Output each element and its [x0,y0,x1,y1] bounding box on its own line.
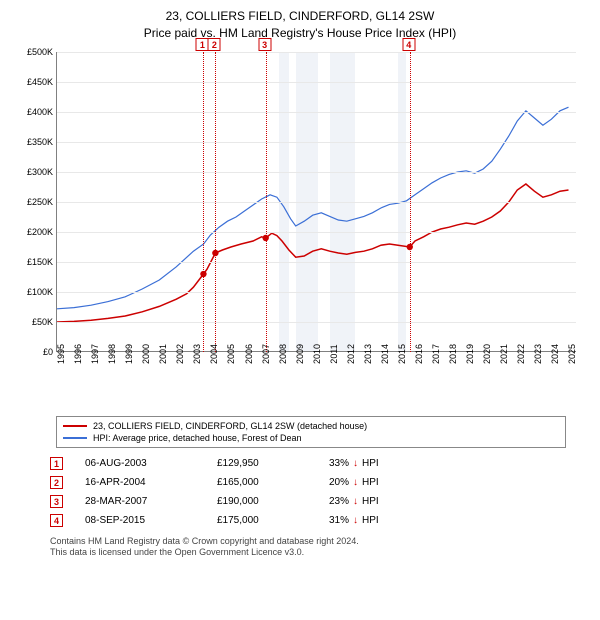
x-axis-label: 2011 [329,324,339,384]
y-axis-label: £350K [13,137,53,147]
x-axis-label: 2024 [550,324,560,384]
plot-area: £0£50K£100K£150K£200K£250K£300K£350K£400… [56,52,576,352]
x-axis-label: 2005 [226,324,236,384]
x-axis-label: 1999 [124,324,134,384]
sale-price: £165,000 [217,477,307,488]
x-axis-label: 2014 [380,324,390,384]
x-axis-label: 2023 [533,324,543,384]
sale-row: 4 08-SEP-2015 £175,000 31%↓HPI [50,511,588,530]
legend: 23, COLLIERS FIELD, CINDERFORD, GL14 2SW… [56,416,566,448]
footer-attribution: Contains HM Land Registry data © Crown c… [50,536,588,559]
x-axis-label: 2016 [414,324,424,384]
x-axis-label: 2000 [141,324,151,384]
x-axis-label: 2012 [346,324,356,384]
sale-price: £190,000 [217,496,307,507]
sale-delta: 31%↓HPI [329,515,379,526]
y-axis-label: £450K [13,77,53,87]
x-axis-label: 2003 [192,324,202,384]
legend-label: HPI: Average price, detached house, Fore… [93,433,301,443]
x-axis-label: 2008 [278,324,288,384]
y-axis-label: £200K [13,227,53,237]
y-axis-label: £500K [13,47,53,57]
legend-swatch [63,437,87,439]
x-axis-label: 2020 [482,324,492,384]
price-chart: £0 £50K £100K £150K £200K £250K £300K £350K £400… [12,48,588,412]
chart-title: 23, COLLIERS FIELD, CINDERFORD, GL14 2SW… [12,8,588,42]
title-line2: Price paid vs. HM Land Registry's House … [12,25,588,42]
x-axis-label: 2001 [158,324,168,384]
sale-date: 28-MAR-2007 [85,496,195,507]
x-axis-label: 2010 [312,324,322,384]
x-axis-label: 2021 [499,324,509,384]
sale-number-badge: 1 [50,457,63,470]
footer-line2: This data is licensed under the Open Gov… [50,547,588,559]
y-axis-label: £400K [13,107,53,117]
sale-date: 16-APR-2004 [85,477,195,488]
sale-number-badge: 4 [50,514,63,527]
legend-item: HPI: Average price, detached house, Fore… [63,432,559,444]
x-axis-label: 2007 [261,324,271,384]
x-axis-label: 2006 [244,324,254,384]
sales-table: 1 06-AUG-2003 £129,950 33%↓HPI 2 16-APR-2004 £… [50,454,588,530]
sale-marker-badge: 3 [258,38,271,51]
sale-marker-badge: 4 [402,38,415,51]
sale-marker-badge: 2 [208,38,221,51]
y-axis-label: £250K [13,197,53,207]
x-axis-label: 2013 [363,324,373,384]
x-axis-label: 2004 [209,324,219,384]
arrow-down-icon: ↓ [353,458,358,469]
x-axis-label: 2015 [397,324,407,384]
x-axis-label: 2022 [516,324,526,384]
legend-swatch [63,425,87,427]
sale-price: £129,950 [217,458,307,469]
legend-label: 23, COLLIERS FIELD, CINDERFORD, GL14 2SW… [93,421,367,431]
sale-price: £175,000 [217,515,307,526]
x-axis-label: 2018 [448,324,458,384]
x-axis-label: 2017 [431,324,441,384]
sale-date: 06-AUG-2003 [85,458,195,469]
title-line1: 23, COLLIERS FIELD, CINDERFORD, GL14 2SW [12,8,588,25]
sale-row: 1 06-AUG-2003 £129,950 33%↓HPI [50,454,588,473]
y-axis-label: £100K [13,287,53,297]
x-axis-label: 1995 [56,324,66,384]
y-axis-label: £0 [13,347,53,357]
arrow-down-icon: ↓ [353,477,358,488]
x-axis-label: 2009 [295,324,305,384]
y-axis-label: £300K [13,167,53,177]
sale-delta: 33%↓HPI [329,458,379,469]
x-axis-label: 2002 [175,324,185,384]
y-axis-label: £50K [13,317,53,327]
sale-row: 3 28-MAR-2007 £190,000 23%↓HPI [50,492,588,511]
sale-number-badge: 2 [50,476,63,489]
arrow-down-icon: ↓ [353,515,358,526]
y-axis-label: £150K [13,257,53,267]
sale-number-badge: 3 [50,495,63,508]
x-axis-label: 1998 [107,324,117,384]
footer-line1: Contains HM Land Registry data © Crown c… [50,536,588,548]
sale-delta: 20%↓HPI [329,477,379,488]
x-axis-label: 2019 [465,324,475,384]
sale-row: 2 16-APR-2004 £165,000 20%↓HPI [50,473,588,492]
sale-date: 08-SEP-2015 [85,515,195,526]
arrow-down-icon: ↓ [353,496,358,507]
sale-delta: 23%↓HPI [329,496,379,507]
x-axis-label: 1996 [73,324,83,384]
legend-item: 23, COLLIERS FIELD, CINDERFORD, GL14 2SW… [63,420,559,432]
x-axis-label: 2025 [567,324,577,384]
x-axis-label: 1997 [90,324,100,384]
